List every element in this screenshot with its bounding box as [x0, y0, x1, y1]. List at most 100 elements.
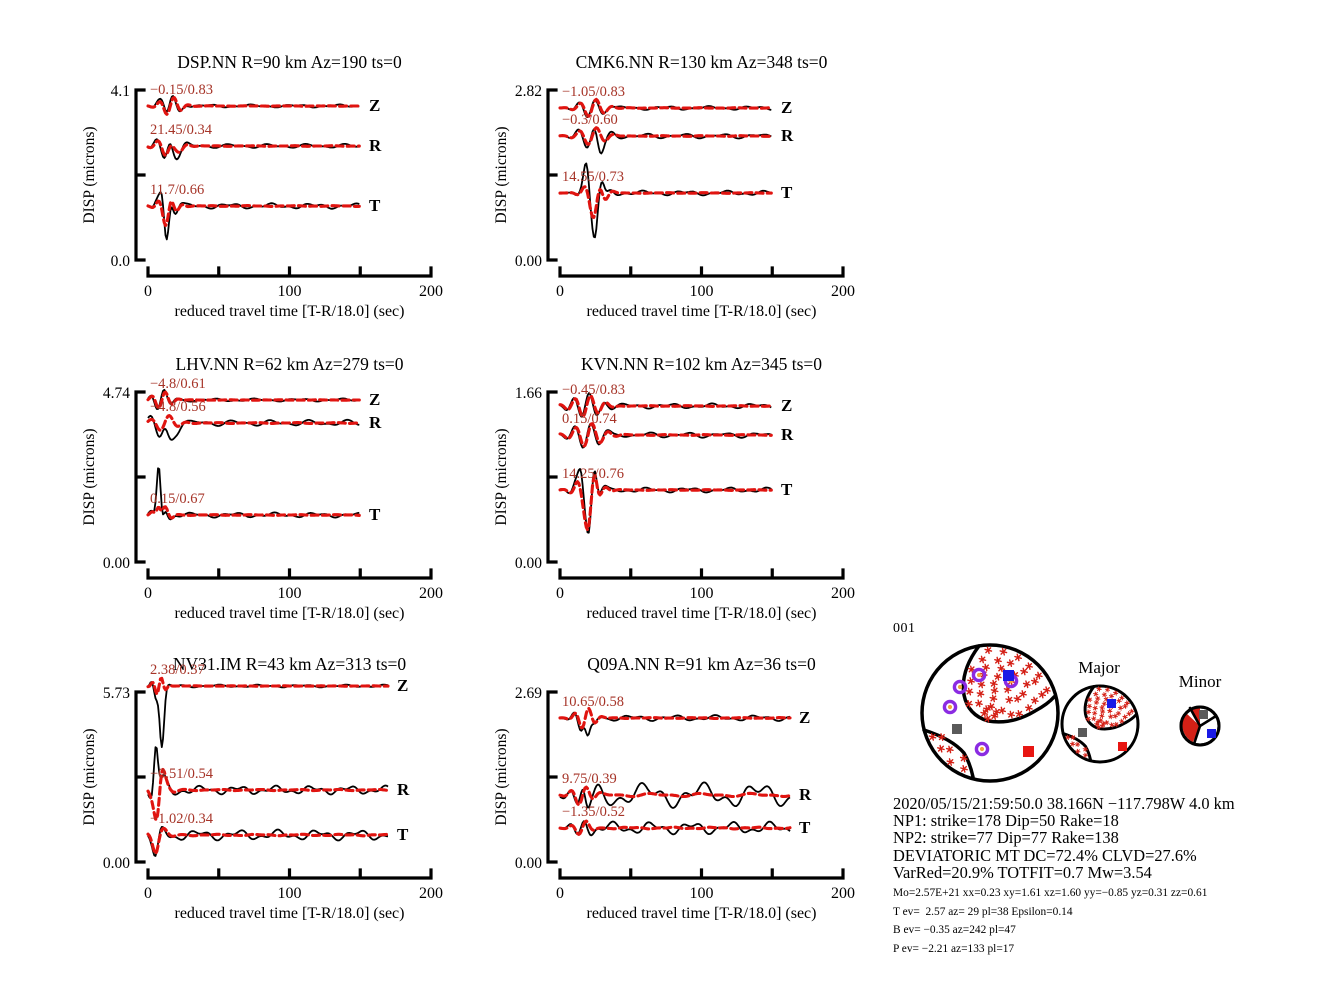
panel-title: LHV.NN R=62 km Az=279 ts=0: [175, 354, 403, 374]
y-min-label: 0.00: [103, 855, 130, 872]
x-axis: [558, 868, 845, 880]
takeoff-star: [980, 709, 989, 718]
takeoff-star: [1099, 713, 1105, 719]
takeoff-star: [965, 700, 973, 708]
x-tick-label: 100: [690, 283, 714, 300]
takeoff-star: [999, 647, 1008, 656]
origin-line: 2020/05/15/21:59:50.0 38.166N −117.798W …: [893, 794, 1235, 813]
observed-trace-R: [559, 781, 791, 809]
component-label-Z: Z: [799, 708, 810, 727]
takeoff-star: [977, 680, 986, 689]
panel-svg-CMK6.NN: CMK6.NN R=130 km Az=348 ts=0 2.82 0.00 DISP…: [493, 52, 855, 320]
takeoff-star: [1020, 667, 1028, 676]
synthetic-trace-Z: [558, 706, 792, 730]
beachball: [920, 643, 1060, 783]
synthetic-trace-T: [146, 826, 390, 856]
takeoff-star: [992, 708, 1001, 716]
y-axis: [134, 88, 146, 262]
t-axis-square: [1003, 670, 1014, 681]
fit-annotation-Z: −4.8/0.61: [150, 376, 206, 392]
takeoff-star: [1006, 659, 1015, 667]
takeoff-star: [989, 694, 998, 703]
waveform-panel-DSP.NN: DSP.NN R=90 km Az=190 ts=0 4.1 0.0 DISP (mi…: [78, 48, 498, 338]
waveform-panel-Q09A.NN: Q09A.NN R=91 km Az=36 ts=0 2.69 0.00 DISP (…: [490, 650, 910, 940]
takeoff-star: [1093, 691, 1099, 697]
beachball: [1060, 684, 1140, 764]
component-label-Z: Z: [781, 396, 792, 415]
takeoff-star: [1119, 718, 1125, 724]
takeoff-star: [928, 733, 937, 741]
y-axis: [134, 390, 146, 564]
x-tick-label: 200: [831, 885, 855, 902]
panel-svg-KVN.NN: KVN.NN R=102 km Az=345 ts=0 1.66 0.00 DISP …: [493, 354, 855, 622]
panel-title: KVN.NN R=102 km Az=345 ts=0: [581, 354, 822, 374]
focal-mechanism-beachballs: [920, 643, 1221, 783]
takeoff-star: [1013, 695, 1022, 703]
x-axis: [146, 568, 433, 580]
synthetic-trace-Z: [146, 390, 361, 410]
fit-annotation-R: 21.45/0.34: [150, 122, 213, 138]
fit-annotation-Z: 2.38/0.37: [150, 662, 205, 678]
takeoff-star: [946, 758, 955, 766]
beachball-outline: [920, 643, 1060, 783]
fit-annotation-T: 11.7/0.66: [150, 182, 204, 198]
takeoff-star: [976, 689, 985, 698]
takeoff-star: [1108, 714, 1114, 720]
fit-annotation-T: 14.55/0.73: [562, 169, 624, 185]
takeoff-star: [1074, 741, 1081, 747]
takeoff-star: [1019, 690, 1027, 698]
takeoff-star: [987, 702, 996, 711]
component-label-R: R: [369, 136, 382, 155]
b-axis-line: B ev= −0.35 az=242 pl=47: [893, 924, 1016, 937]
observed-trace-Z: [147, 681, 389, 748]
component-label-R: R: [799, 785, 812, 804]
takeoff-star: [1095, 695, 1101, 702]
y-max-label: 4.74: [103, 385, 130, 402]
x-tick-label: 200: [831, 585, 855, 602]
waveform-panel-KVN.NN: KVN.NN R=102 km Az=345 ts=0 1.66 0.00 DISP …: [490, 350, 910, 640]
x-tick-label: 0: [556, 885, 564, 902]
takeoff-star: [1065, 734, 1071, 740]
takeoff-star: [1085, 709, 1092, 715]
synthetic-trace-R: [146, 767, 390, 822]
np2-line: NP2: strike=77 Dip=77 Rake=138: [893, 828, 1119, 848]
takeoff-star: [1113, 690, 1119, 696]
synthetic-trace-Z: [558, 394, 773, 419]
x-tick-label: 100: [690, 585, 714, 602]
synthetic-trace-T: [146, 199, 361, 228]
takeoff-star: [1005, 696, 1014, 704]
observed-trace-R: [147, 138, 360, 161]
x-axis-title: reduced travel time [T-R/18.0] (sec): [587, 905, 817, 922]
x-axis-title: reduced travel time [T-R/18.0] (sec): [175, 605, 405, 622]
takeoff-star: [1085, 716, 1091, 722]
waveform-panel-CMK6.NN: CMK6.NN R=130 km Az=348 ts=0 2.82 0.00 DISP…: [490, 48, 910, 338]
moment-line: Mo=2.57E+21 xx=0.23 xy=1.61 xz=1.60 yy=−…: [893, 887, 1208, 900]
x-tick-label: 0: [556, 283, 564, 300]
takeoff-star: [1087, 697, 1093, 703]
takeoff-star: [1092, 705, 1098, 711]
takeoff-star: [1096, 686, 1102, 692]
takeoff-star: [960, 765, 968, 773]
x-tick-label: 0: [144, 585, 152, 602]
b-axis-square: [952, 724, 962, 734]
panel-title: NV31.IM R=43 km Az=313 ts=0: [173, 654, 407, 674]
takeoff-star: [1022, 680, 1031, 689]
fit-annotation-R: −4.8/0.56: [150, 399, 206, 415]
x-axis: [146, 868, 433, 880]
takeoff-star: [1082, 746, 1088, 752]
observed-trace-T: [147, 191, 360, 241]
synthetic-trace-T: [558, 474, 773, 532]
x-tick-label: 0: [556, 585, 564, 602]
y-axis-title: DISP (microns): [493, 126, 510, 223]
takeoff-star: [989, 679, 998, 688]
panel-title: CMK6.NN R=130 km Az=348 ts=0: [576, 52, 828, 72]
takeoff-star: [1094, 721, 1100, 727]
takeoff-star: [967, 677, 975, 685]
t-axis-line: T ev= 2.57 az= 29 pl=38 Epsilon=0.14: [893, 905, 1073, 918]
takeoff-star: [1124, 700, 1130, 706]
takeoff-star: [1112, 713, 1118, 719]
takeoff-star: [982, 663, 990, 672]
fit-annotation-R: 0.15/0.74: [562, 411, 618, 427]
component-label-T: T: [781, 183, 793, 202]
x-axis-title: reduced travel time [T-R/18.0] (sec): [587, 303, 817, 320]
